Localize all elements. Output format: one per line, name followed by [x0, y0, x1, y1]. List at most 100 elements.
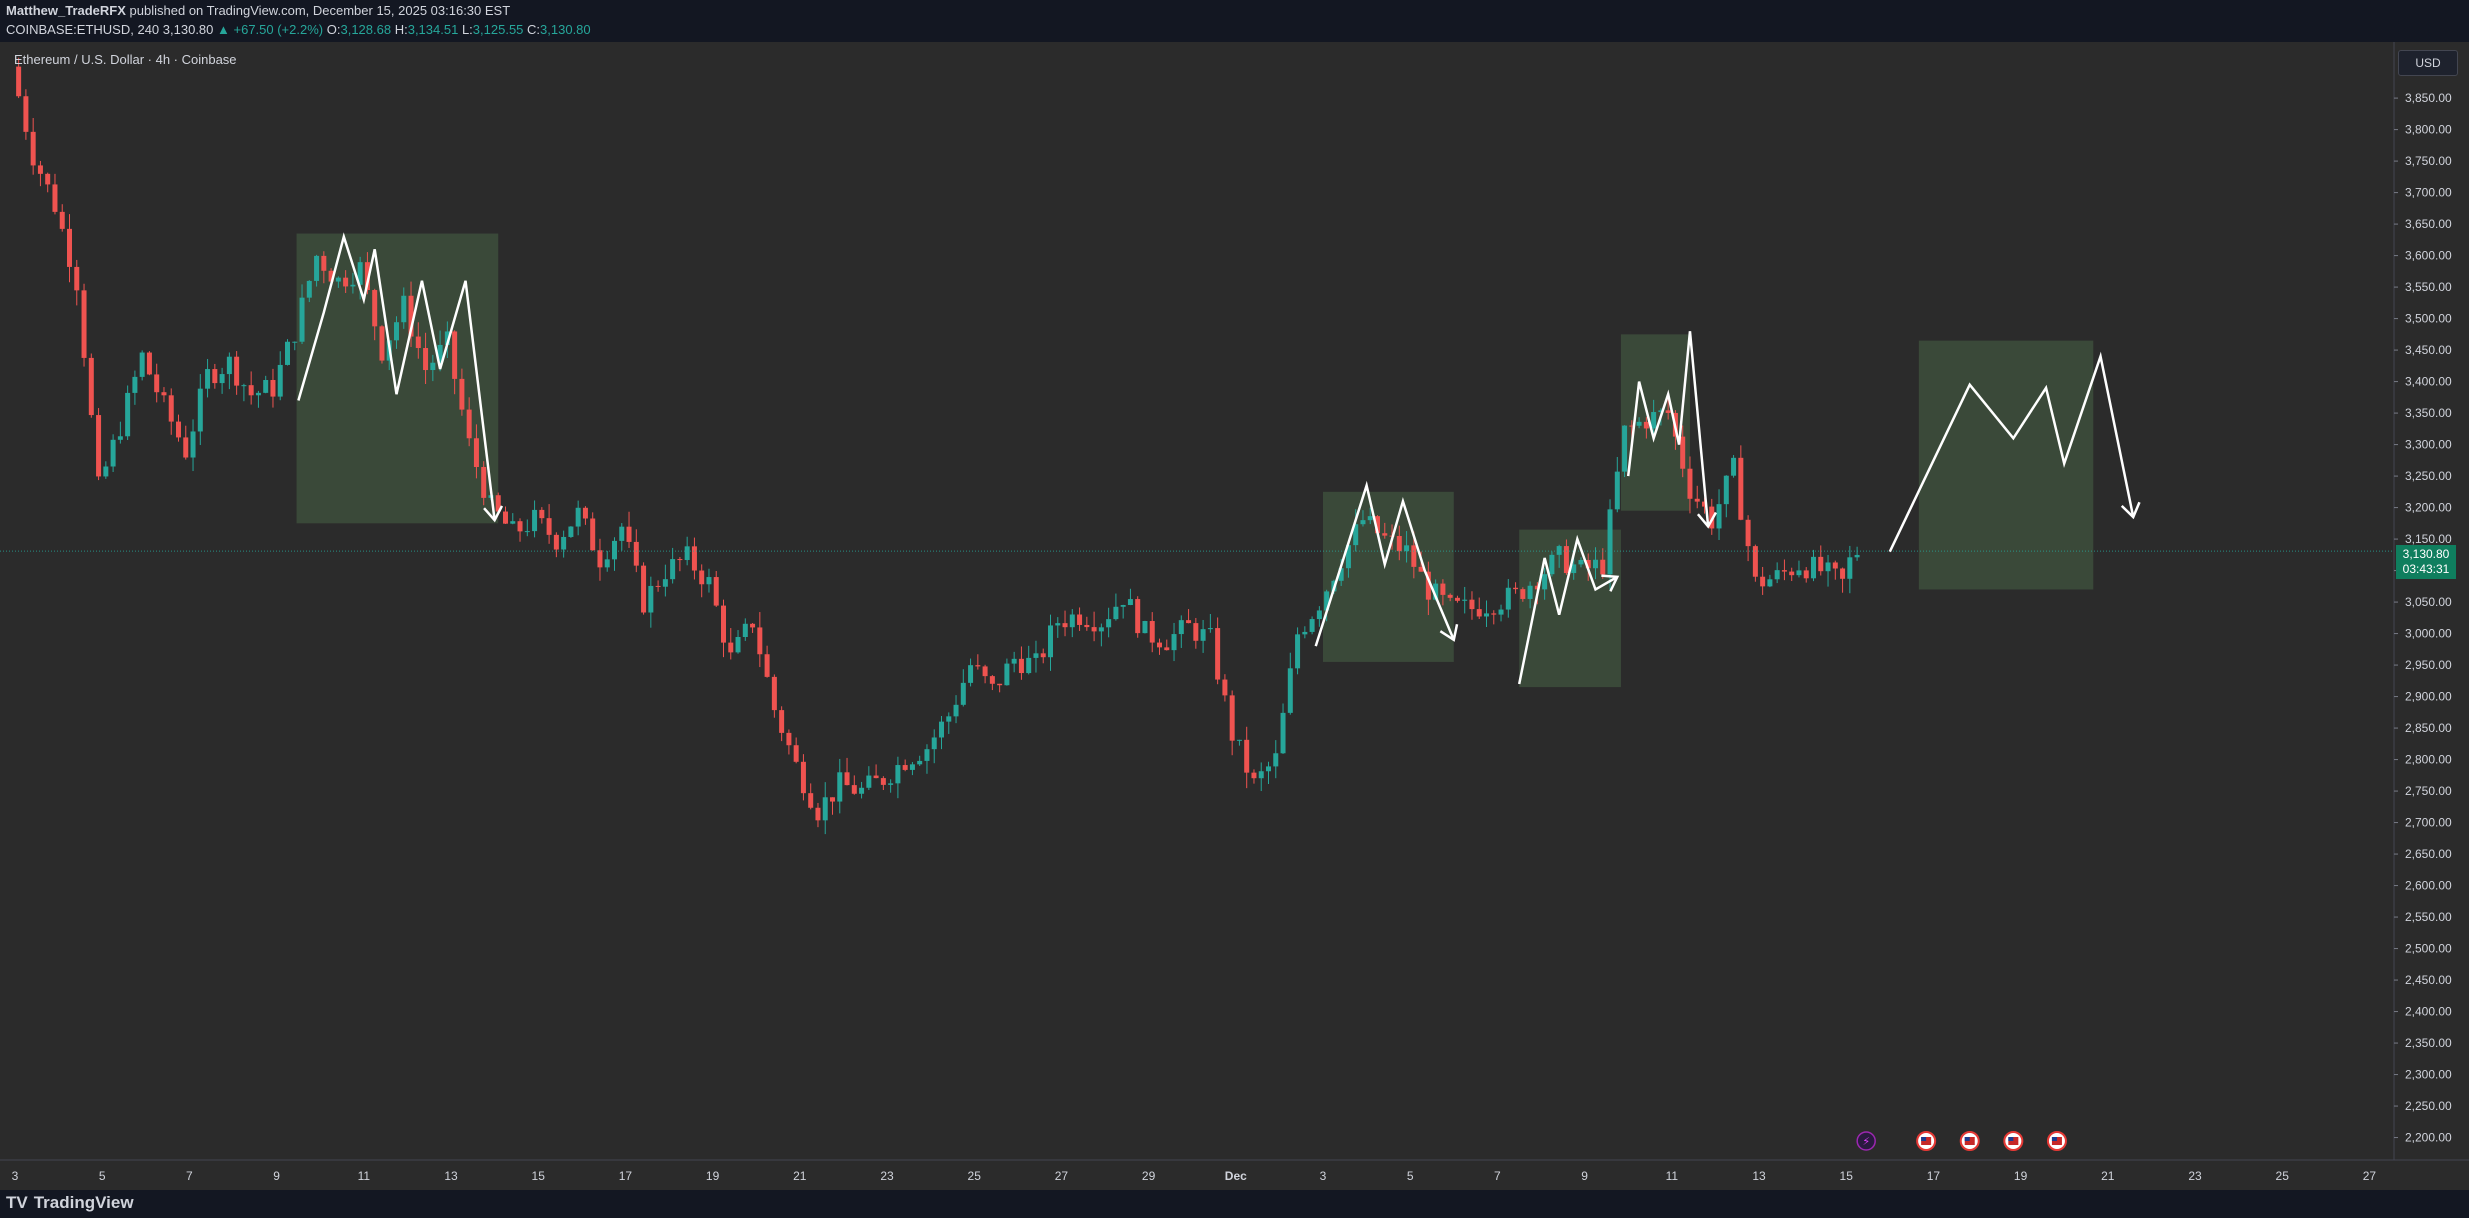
arrow-head-icon: [1696, 511, 1717, 529]
candle-body: [1091, 627, 1097, 632]
candle-body: [1636, 421, 1642, 426]
candle-body: [888, 783, 894, 785]
candle-body: [1629, 425, 1635, 427]
candle-body: [1803, 570, 1809, 579]
price-tick-label: 3,350.00: [2405, 406, 2452, 420]
candle-body: [1309, 619, 1315, 632]
candle-body: [1229, 695, 1235, 741]
candle-body: [1484, 613, 1489, 617]
candle-body: [648, 585, 654, 613]
candle-body: [873, 775, 879, 779]
candle-body: [1702, 501, 1707, 507]
candle-body: [677, 559, 683, 561]
candle-body: [1462, 599, 1468, 601]
candle-body: [619, 526, 625, 541]
price-chart[interactable]: 3,850.00 3,800.00 3,750.00 3,700.00 3,650.00…: [0, 42, 2469, 1190]
candle-body: [168, 395, 174, 422]
time-tick-label: 5: [99, 1169, 106, 1183]
candle-body: [1607, 509, 1613, 575]
candle-body: [1825, 562, 1831, 572]
candle-body: [1396, 536, 1402, 552]
price-tick-label: 2,750.00: [2405, 784, 2452, 798]
candle-body: [1658, 410, 1664, 413]
candle-body: [655, 585, 661, 587]
price-tick-label: 3,400.00: [2405, 375, 2452, 389]
candle-body: [691, 546, 697, 571]
candle-body: [466, 409, 472, 439]
candle-body: [1542, 574, 1548, 590]
candle-body: [968, 665, 974, 683]
candle-body: [793, 745, 799, 762]
trade-zone: [296, 233, 499, 524]
time-tick-label: 27: [1055, 1169, 1069, 1183]
candle-body: [103, 466, 109, 477]
price-tick-label: 2,650.00: [2405, 847, 2452, 861]
candle-body: [561, 536, 567, 550]
tv-logo-icon: TV: [6, 1193, 28, 1212]
price-tick-label: 2,500.00: [2405, 942, 2452, 956]
candle-body: [1324, 591, 1330, 611]
candle-body: [146, 352, 152, 375]
candle-body: [1316, 610, 1322, 620]
candle-body: [401, 295, 407, 323]
flag-canton: [2008, 1137, 2014, 1141]
chart-area[interactable]: 3,850.00 3,800.00 3,750.00 3,700.00 3,650.00…: [0, 42, 2469, 1190]
candle-body: [67, 228, 72, 267]
candle-body: [1382, 533, 1388, 536]
candle-body: [1338, 568, 1344, 581]
candle-body: [1498, 609, 1504, 615]
candle-body: [372, 290, 378, 327]
candle-body: [430, 362, 436, 371]
candle-body: [161, 392, 167, 396]
candle-body: [132, 376, 138, 393]
tradingview-logo[interactable]: TV TradingView: [6, 1193, 134, 1213]
candle-body: [1113, 606, 1119, 620]
candle-body: [139, 352, 145, 377]
publisher-name[interactable]: Matthew_TradeRFX: [6, 3, 126, 18]
candle-body: [626, 526, 632, 542]
projection-drawing: [1314, 480, 1455, 647]
candle-body: [16, 66, 22, 97]
candle-body: [52, 184, 58, 212]
candle-body: [1774, 570, 1780, 580]
candle-body: [1207, 628, 1213, 630]
currency-button[interactable]: USD: [2398, 50, 2458, 76]
time-tick-label: 11: [358, 1169, 371, 1183]
bolt-icon: [1856, 1131, 1876, 1151]
candle-body: [1287, 668, 1293, 713]
candle-body: [1811, 556, 1816, 579]
time-tick-label: 19: [2014, 1169, 2028, 1183]
candle-body: [88, 357, 94, 416]
bar-countdown: 03:43:31: [2402, 562, 2450, 576]
candle-body: [212, 369, 218, 384]
candle-body: [219, 374, 225, 384]
candle-body: [1149, 621, 1155, 643]
candle-body: [1694, 498, 1700, 502]
candle-body: [735, 637, 741, 653]
candle-body: [1062, 623, 1068, 628]
candle-body: [1353, 524, 1359, 546]
time-tick-label: 17: [619, 1169, 633, 1183]
candle-body: [1273, 753, 1279, 767]
projection-drawing: [297, 232, 496, 521]
candle-body: [1215, 628, 1221, 680]
time-tick-label: 17: [1927, 1169, 1941, 1183]
candle-body: [1302, 631, 1308, 635]
price-change: ▲ +67.50 (+2.2%): [217, 22, 324, 37]
candle-body: [154, 374, 160, 393]
open-value: 3,128.68: [340, 22, 392, 37]
time-tick-label: 7: [1494, 1169, 1501, 1183]
candle-body: [1513, 587, 1519, 590]
candle-body: [742, 623, 748, 638]
candle-body: [997, 683, 1003, 686]
candle-body: [975, 665, 981, 667]
time-tick-label: 13: [444, 1169, 458, 1183]
price-tick-label: 3,850.00: [2405, 91, 2452, 105]
candle-body: [779, 710, 785, 733]
candle-body: [1534, 585, 1540, 590]
time-tick-label: 23: [880, 1169, 894, 1183]
candle-body: [880, 778, 886, 785]
candle-body: [1425, 571, 1431, 600]
candle-body: [1578, 559, 1584, 565]
candle-body: [1418, 566, 1424, 572]
